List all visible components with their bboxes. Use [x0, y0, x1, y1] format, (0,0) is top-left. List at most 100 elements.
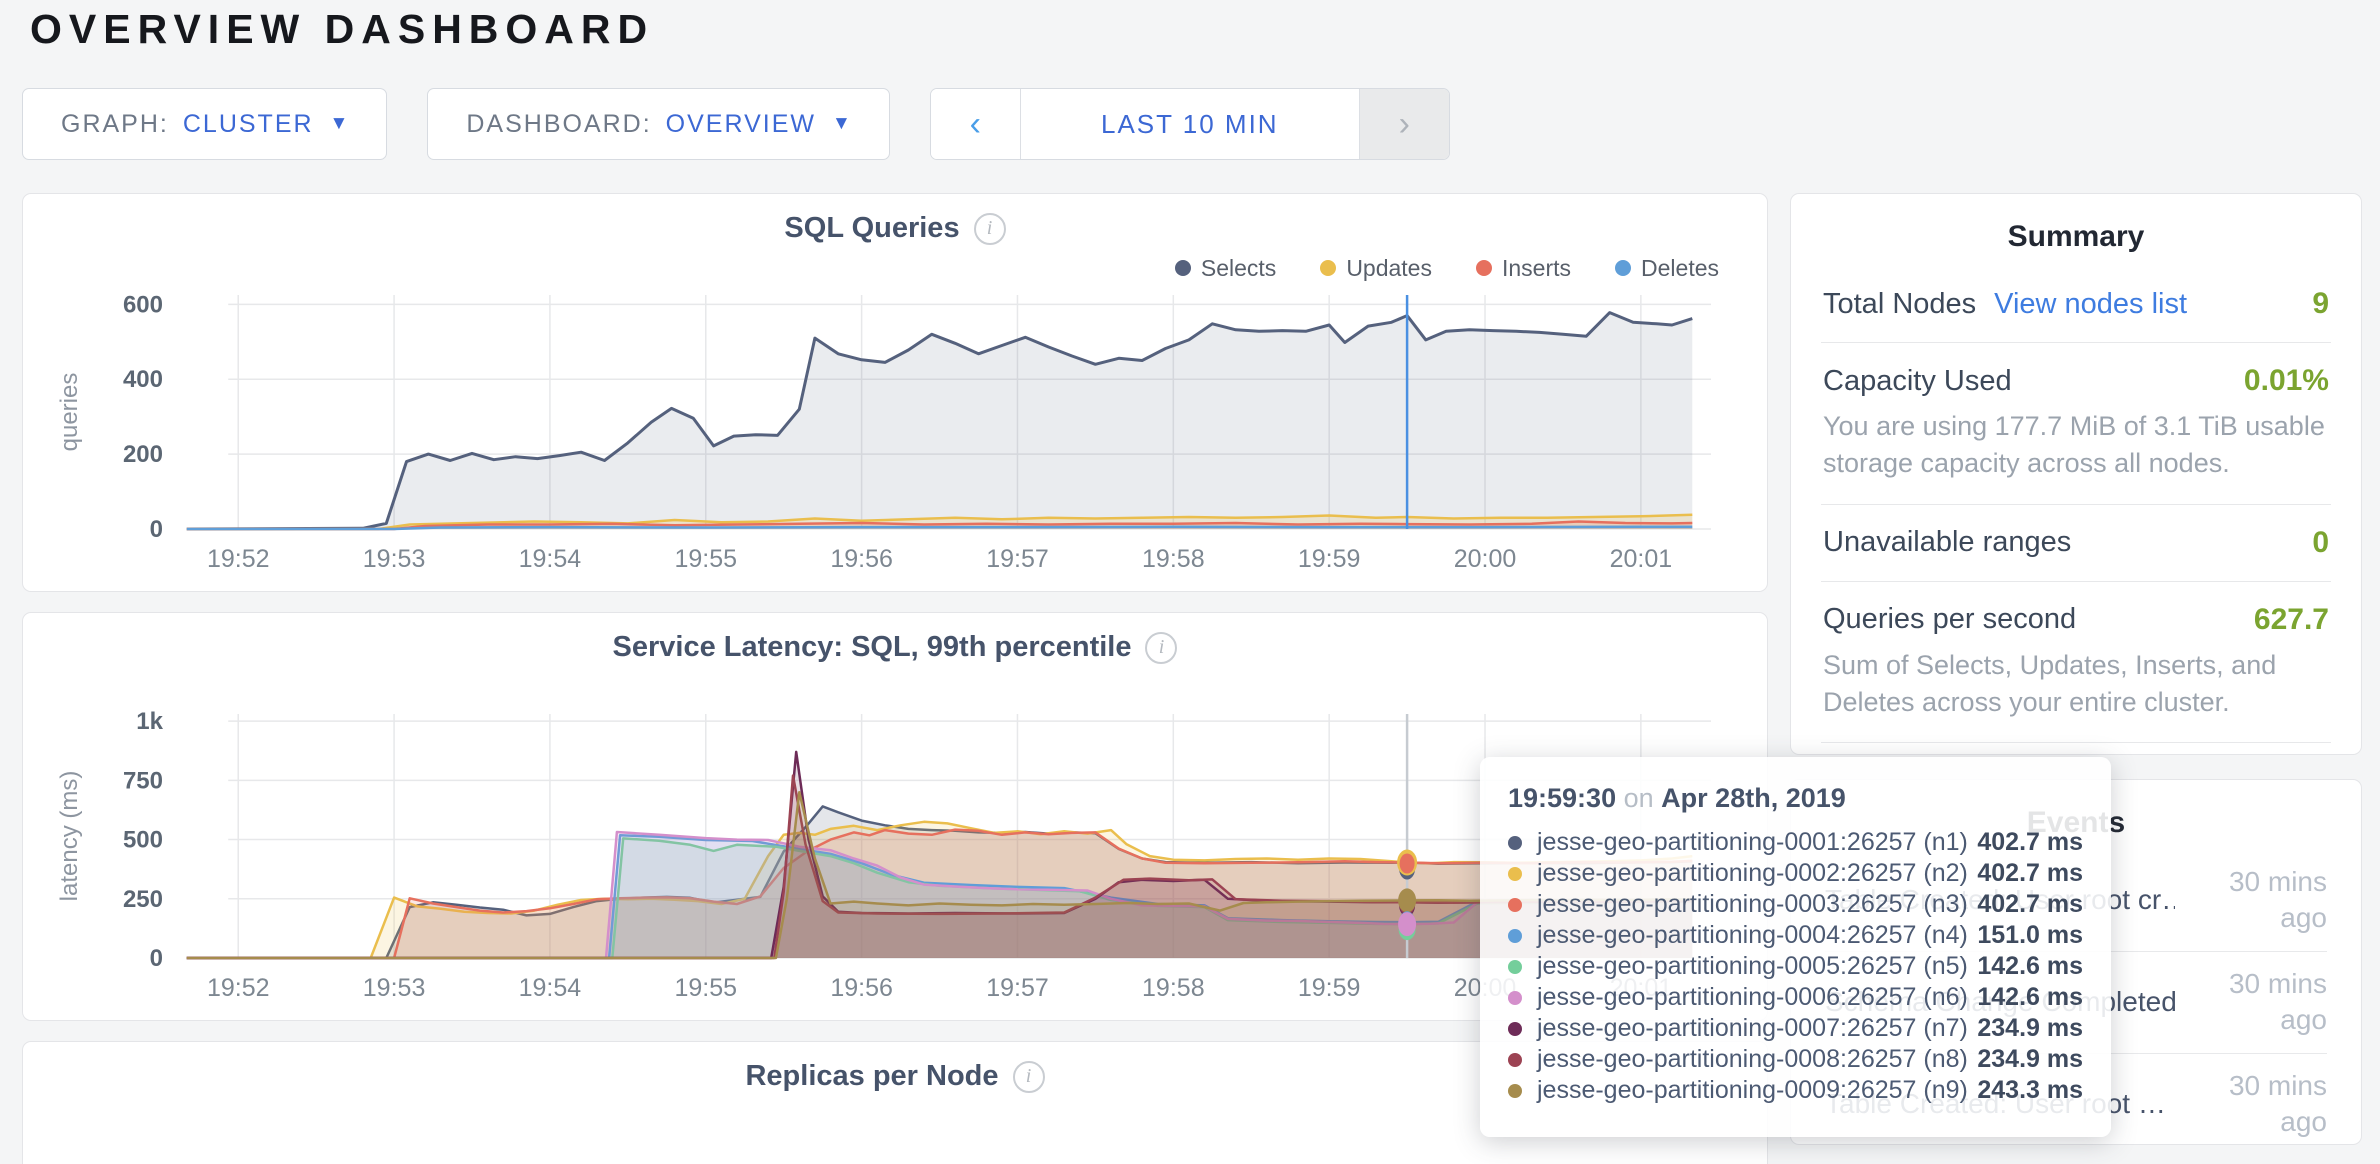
svg-text:19:55: 19:55: [674, 545, 737, 573]
summary-rows: Total Nodes View nodes list 9 Capacity Used…: [1821, 266, 2331, 754]
chart-title: Replicas per Node: [745, 1060, 999, 1092]
legend-item: Inserts: [1475, 254, 1572, 281]
summary-row: Total Nodes View nodes list 9: [1821, 266, 2331, 343]
summary-label: Total Nodes: [1823, 287, 1977, 320]
side-column: Summary Total Nodes View nodes list 9 Capac…: [1790, 193, 2362, 1164]
legend-label: Selects: [1200, 254, 1277, 281]
summary-row: Queries per second 627.7 Sum of Selects, U…: [1821, 582, 2331, 743]
summary-row: Capacity Used 0.01% You are using 177.7 Mi…: [1821, 343, 2331, 505]
sql-queries-chart-header: SQL Queries i: [23, 194, 1767, 245]
summary-row-line: Capacity Used 0.01%: [1823, 364, 2329, 398]
svg-text:400: 400: [123, 366, 163, 393]
events-rows: Table Created: User root cr… 30 mins ago S…: [1825, 850, 2327, 1144]
svg-text:19:52: 19:52: [207, 545, 270, 573]
info-icon[interactable]: i: [1145, 631, 1178, 664]
summary-description: You are using 177.7 MiB of 3.1 TiB usabl…: [1823, 411, 2325, 479]
event-text: Table Created: User root …: [1825, 1087, 2166, 1119]
time-range-button[interactable]: LAST 10 MIN: [1100, 108, 1279, 139]
svg-text:19:55: 19:55: [674, 974, 737, 1002]
summary-row-line: Total Nodes View nodes list 9: [1823, 287, 2329, 321]
dashboard-dropdown[interactable]: DASHBOARD: OVERVIEW ▼: [427, 88, 890, 160]
svg-text:19:57: 19:57: [986, 974, 1049, 1002]
event-row: Table Created: User root … 30 mins ago: [1825, 1054, 2327, 1144]
legend-dot-icon: [1174, 260, 1191, 276]
summary-value: 9: [2312, 287, 2329, 320]
time-range-picker: ‹ LAST 10 MIN ›: [929, 88, 1450, 160]
chevron-down-icon: ▼: [831, 113, 851, 134]
svg-text:19:59: 19:59: [1298, 545, 1361, 573]
legend-dot-icon: [1615, 260, 1632, 276]
event-timestamp: 30 mins ago: [2228, 967, 2327, 1036]
svg-text:19:54: 19:54: [519, 545, 582, 573]
time-prev-button[interactable]: ‹: [930, 89, 1021, 159]
page-title: OVERVIEW DASHBOARD: [30, 6, 655, 52]
replicas-per-node-chart-card: Replicas per Node i: [22, 1041, 1768, 1164]
svg-text:1k: 1k: [136, 708, 163, 735]
info-icon[interactable]: i: [973, 212, 1006, 245]
dashboard-dropdown-value: OVERVIEW: [665, 109, 816, 138]
time-next-button: ›: [1358, 89, 1449, 159]
svg-text:latency (ms): latency (ms): [56, 771, 83, 902]
svg-text:0: 0: [150, 516, 163, 543]
graph-dropdown-label: GRAPH:: [61, 109, 169, 138]
event-text: Table Created: User root cr…: [1825, 884, 2175, 916]
sql-queries-chart[interactable]: 0 200 400 600 19:52 19:53 19:54 19:55 19:56 19:57…: [31, 283, 1741, 583]
graph-dropdown-value: CLUSTER: [182, 109, 314, 138]
svg-text:19:52: 19:52: [207, 974, 270, 1002]
summary-panel: Summary Total Nodes View nodes list 9 Capac…: [1790, 193, 2362, 755]
info-icon[interactable]: i: [1012, 1060, 1045, 1093]
svg-text:19:53: 19:53: [363, 545, 426, 573]
summary-row: P99 latency469.8 ms: [1821, 743, 2331, 754]
charts-column: SQL Queries i Selects Updates Inserts Delet…: [22, 193, 1768, 1164]
summary-value: 0.01%: [2243, 364, 2329, 397]
sql-queries-legend: Selects Updates Inserts Deletes: [23, 245, 1767, 281]
summary-description: Sum of Selects, Updates, Inserts, and De…: [1823, 649, 2277, 717]
chart-title: Service Latency: SQL, 99th percentile: [612, 631, 1132, 663]
svg-text:600: 600: [123, 291, 163, 318]
legend-item: Deletes: [1615, 255, 1719, 281]
svg-text:0: 0: [150, 945, 163, 972]
summary-label: Capacity Used: [1823, 364, 2012, 397]
svg-text:19:58: 19:58: [1142, 545, 1205, 573]
view-nodes-link[interactable]: View nodes list: [1994, 287, 2188, 320]
service-latency-chart-header: Service Latency: SQL, 99th percentile i: [23, 613, 1767, 664]
sql-queries-chart-card: SQL Queries i Selects Updates Inserts Delet…: [22, 193, 1768, 592]
summary-value: 627.7: [2253, 602, 2329, 636]
event-timestamp: 30 mins ago: [2228, 1069, 2327, 1137]
service-latency-chart-card: Service Latency: SQL, 99th percentile i …: [22, 612, 1768, 1021]
summary-label: Unavailable ranges: [1823, 526, 2072, 558]
graph-dropdown[interactable]: GRAPH: CLUSTER ▼: [22, 88, 388, 160]
event-text: Schema Change Completed…: [1825, 986, 2175, 1018]
chevron-down-icon: ▼: [329, 113, 349, 134]
svg-text:19:56: 19:56: [830, 545, 893, 573]
chart-title: SQL Queries: [784, 212, 960, 244]
summary-row-line: Unavailable ranges 0: [1823, 526, 2329, 560]
controls-row: GRAPH: CLUSTER ▼ DASHBOARD: OVERVIEW ▼ ‹…: [22, 88, 1450, 160]
summary-label: Queries per second: [1823, 603, 2077, 635]
legend-label: Inserts: [1501, 254, 1572, 281]
svg-text:20:01: 20:01: [1610, 545, 1673, 573]
legend-item: Selects: [1174, 254, 1277, 281]
svg-text:20:00: 20:00: [1454, 545, 1517, 573]
svg-text:500: 500: [123, 827, 163, 854]
svg-text:19:53: 19:53: [363, 974, 426, 1002]
events-title: Events: [2026, 806, 2126, 839]
events-panel: Events Table Created: User root cr… 30 mi…: [1790, 779, 2362, 1145]
dashboard-dropdown-label: DASHBOARD:: [466, 109, 652, 138]
svg-text:200: 200: [123, 441, 163, 468]
summary-row-line: Queries per second 627.7: [1823, 603, 2329, 637]
svg-text:19:56: 19:56: [830, 974, 893, 1002]
event-row: Table Created: User root cr… 30 mins ago: [1825, 850, 2327, 952]
dashboard-content: SQL Queries i Selects Updates Inserts Delet…: [22, 193, 2362, 1164]
legend-dot-icon: [1320, 260, 1337, 276]
svg-text:queries: queries: [56, 373, 83, 452]
service-latency-chart[interactable]: 0 250 500 750 1k 19:52 19:53 19:54 19:55 19:56 19:…: [31, 702, 1741, 1012]
legend-dot-icon: [1475, 260, 1492, 276]
event-row: Schema Change Completed… 30 mins ago: [1825, 952, 2327, 1054]
legend-label: Updates: [1346, 254, 1432, 281]
replicas-chart-header: Replicas per Node i: [23, 1042, 1767, 1093]
svg-text:19:57: 19:57: [986, 545, 1049, 573]
svg-text:250: 250: [123, 886, 163, 913]
summary-title: Summary: [2007, 220, 2145, 253]
